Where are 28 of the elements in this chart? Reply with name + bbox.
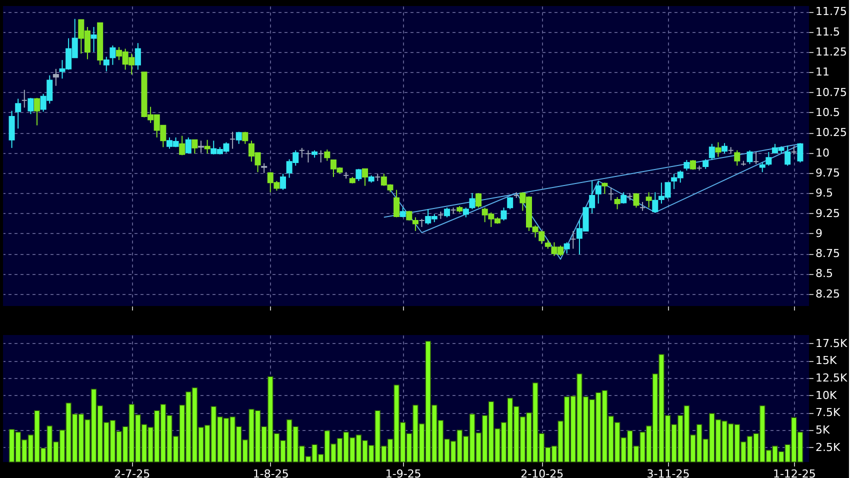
y-tick-label: 11.25 [816,45,847,58]
x-tick-label: 1-8-25 [252,468,289,478]
y-tick-label: 10.75 [816,86,847,99]
y-tick-label: 12.5K [816,372,848,385]
y-tick-label: 15K [816,354,838,368]
y-tick-label: 10 [816,146,830,160]
y-tick-label: 11.5 [816,25,840,38]
y-tick-label: 8.25 [816,287,840,300]
x-tick-label: 3-11-25 [646,468,690,478]
y-tick-label: 8.5 [816,267,833,280]
y-tick-label: 10.25 [816,126,847,140]
y-tick-label: 7.5K [816,406,841,420]
x-tick-label: 1-9-25 [385,468,422,478]
y-tick-label: 9.5 [816,186,833,200]
y-tick-label: 9 [816,226,822,240]
y-tick-label: 2.5K [816,440,841,454]
y-tick-label: 17.5K [816,336,848,350]
y-tick-label: 10K [816,388,838,402]
y-tick-label: 10.5 [816,106,840,119]
y-tick-label: 11.75 [816,5,847,18]
x-tick-label: 2-10-25 [520,468,564,478]
y-tick-label: 9.25 [816,206,840,220]
y-tick-label: 11 [816,66,830,79]
y-tick-label: 9.75 [816,166,840,180]
y-tick-label: 5K [816,424,830,437]
x-tick-label: 1-12-25 [772,468,816,478]
x-tick-label: 2-7-25 [114,468,150,478]
y-tick-label: 8.75 [816,247,840,260]
